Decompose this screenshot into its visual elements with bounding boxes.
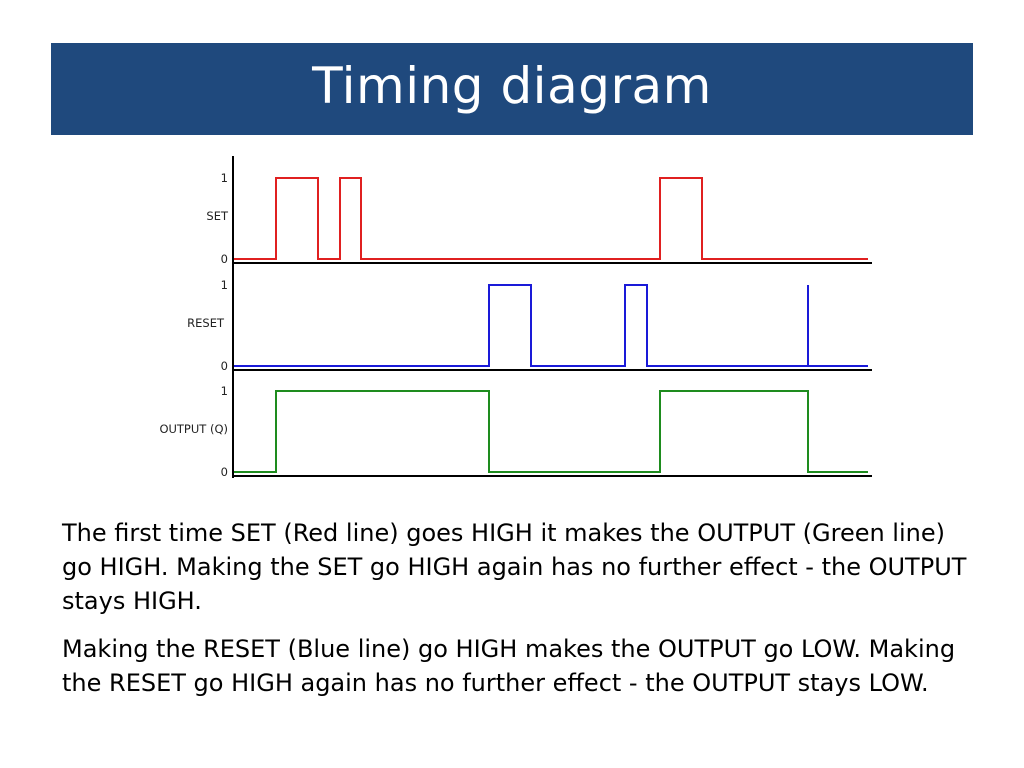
timing-diagram: 1 SET 0 1 RESET 0 1 OUTPUT (Q) 0 [159,156,872,479]
reset-label: RESET [187,316,225,330]
set-high-label: 1 [221,171,228,185]
slide-title: Timing diagram [312,57,712,115]
reset-signal-line [234,284,868,367]
reset-low-label: 0 [221,359,228,373]
set-signal-line [234,177,868,260]
paragraph-set-explanation: The first time SET (Red line) goes HIGH … [62,519,967,615]
title-bar: Timing diagram [51,43,973,135]
reset-row: 1 RESET 0 [187,278,872,373]
output-high-label: 1 [221,384,228,398]
set-low-label: 0 [221,252,228,266]
set-label: SET [206,209,229,223]
output-signal-line [234,390,868,473]
output-row: 1 OUTPUT (Q) 0 [159,384,872,479]
set-row: 1 SET 0 [206,171,872,266]
output-low-label: 0 [221,465,228,479]
output-label: OUTPUT (Q) [159,422,228,436]
paragraph-reset-explanation: Making the RESET (Blue line) go HIGH mak… [62,635,956,697]
reset-high-label: 1 [221,278,228,292]
body-text: The first time SET (Red line) goes HIGH … [62,516,982,714]
